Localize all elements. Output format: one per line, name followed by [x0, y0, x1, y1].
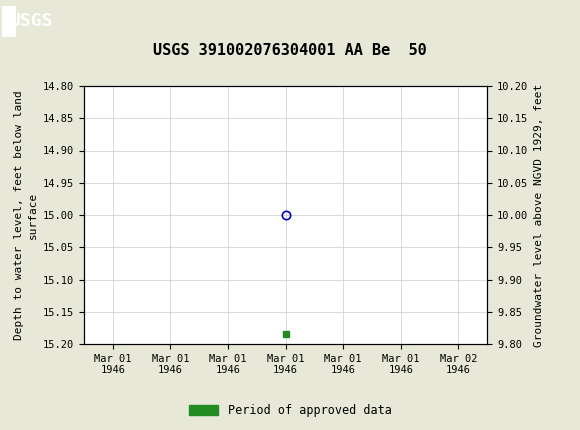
Y-axis label: Depth to water level, feet below land
surface: Depth to water level, feet below land su… — [14, 90, 38, 340]
Y-axis label: Groundwater level above NGVD 1929, feet: Groundwater level above NGVD 1929, feet — [534, 83, 543, 347]
Text: USGS: USGS — [9, 12, 52, 31]
Legend: Period of approved data: Period of approved data — [184, 399, 396, 422]
Text: USGS 391002076304001 AA Be  50: USGS 391002076304001 AA Be 50 — [153, 43, 427, 58]
FancyBboxPatch shape — [2, 6, 16, 37]
